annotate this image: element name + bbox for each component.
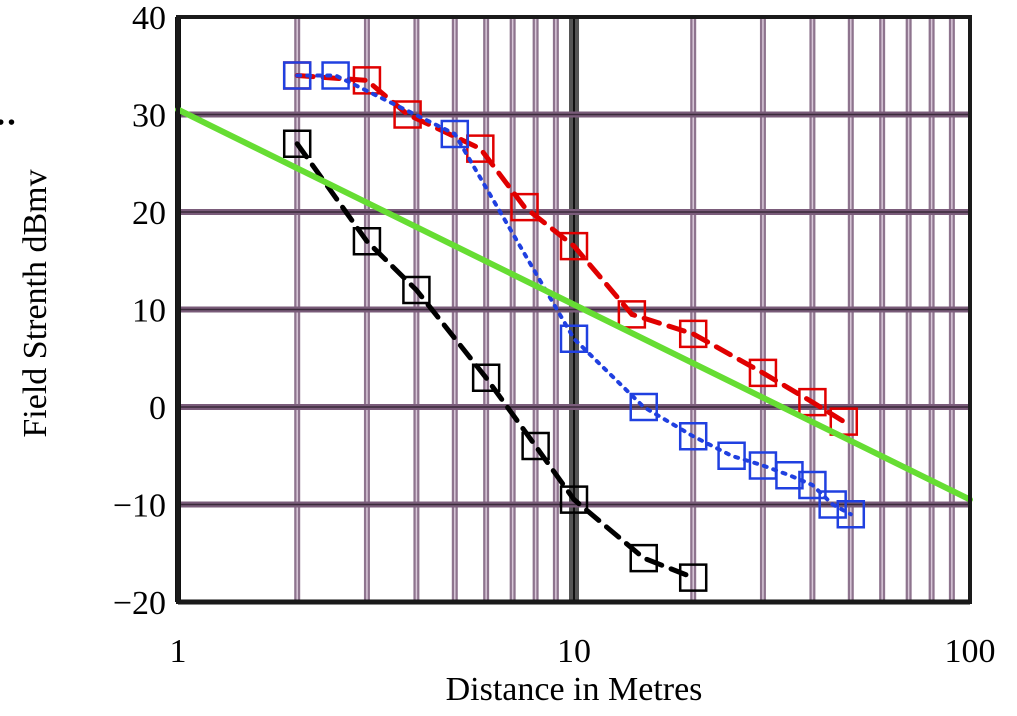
data-point [521,431,550,461]
data-point [798,387,827,417]
x-tick-label: 1 [170,633,187,670]
data-point [352,66,382,95]
data-point [510,192,539,222]
y-tick-label: 40 [132,0,166,37]
data-point [393,100,422,129]
x-tick-label: 100 [945,633,996,670]
series-line [175,106,973,503]
data-point [798,470,827,500]
data-point [629,392,658,422]
y-tick-label: 20 [132,195,166,232]
series-line [295,73,853,517]
data-point [678,563,708,592]
data-point [818,490,847,519]
data-point [559,324,589,353]
data-point [748,358,778,388]
plot-border [176,15,972,604]
series-1 [282,61,866,529]
series-line [294,141,696,581]
y-tick-label: 30 [132,98,166,135]
series-3 [175,106,973,503]
data-point [678,422,708,451]
data-point [440,119,470,149]
data-point [559,485,589,514]
data-point [466,134,495,163]
data-point [678,319,708,349]
x-tick-label: 10 [557,633,591,670]
y-axis-title: Field Strenth dBmv [17,169,54,437]
data-point [717,441,746,470]
y-tick-label: −20 [113,585,166,622]
y-tick-label: 0 [149,390,166,427]
x-axis-title: Distance in Metres [446,671,703,708]
data-point [471,363,501,392]
data-point [352,227,382,256]
data-point [775,461,804,490]
data-point [402,275,431,305]
data-point [282,61,312,90]
y-tick-label: −10 [113,488,166,525]
y-tick-label: 10 [132,293,166,330]
data-point [617,300,647,329]
data-point [629,543,658,573]
data-point [321,61,350,90]
y-axis-title-fragment: : [0,116,22,127]
data-point [559,231,589,261]
series-layer [175,61,973,592]
data-point [282,129,312,158]
series-2 [282,129,708,592]
data-point [836,500,866,529]
